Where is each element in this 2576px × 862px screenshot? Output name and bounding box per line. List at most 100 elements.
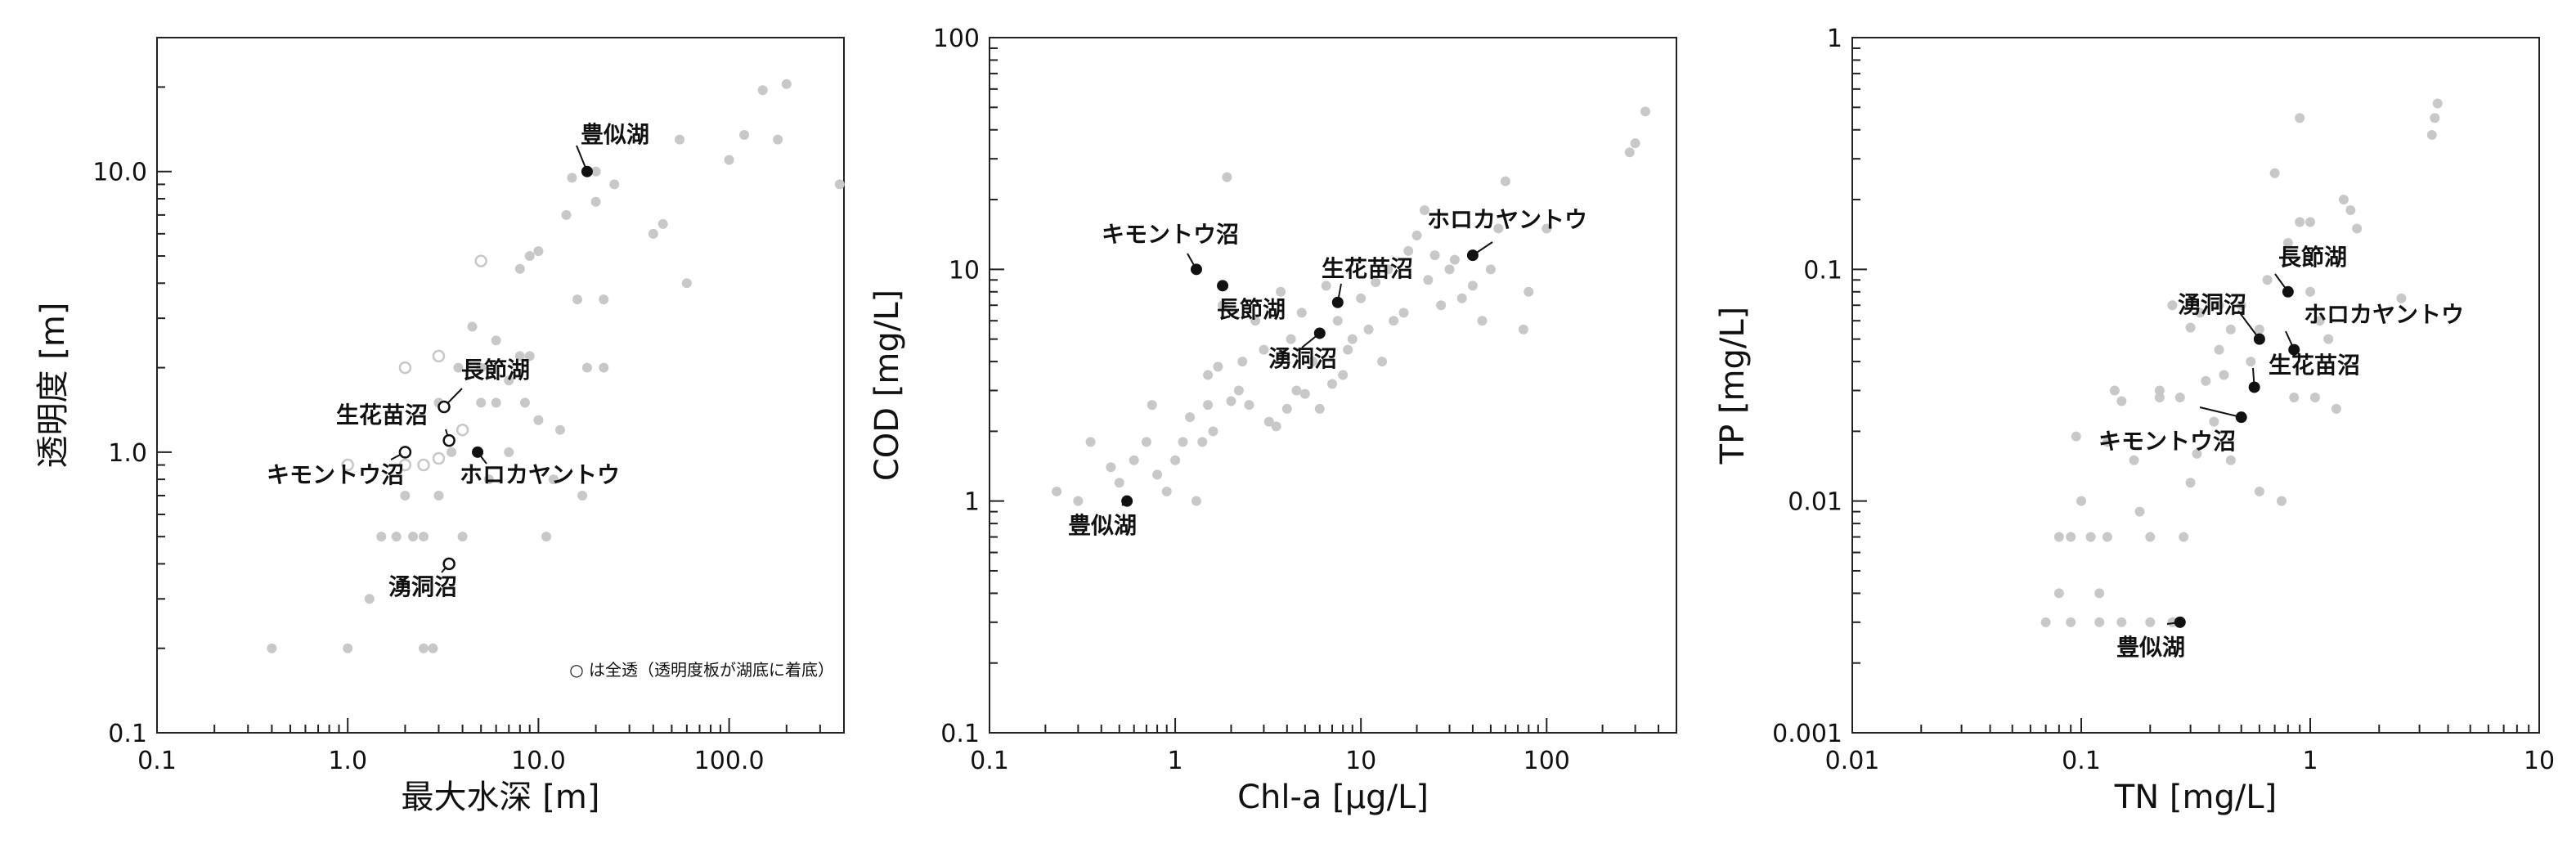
y-axis-label: COD [mg/L] xyxy=(868,290,906,481)
data-point xyxy=(1250,316,1261,326)
data-point xyxy=(391,532,402,542)
data-point xyxy=(1347,334,1358,344)
data-point xyxy=(1467,281,1478,291)
data-point xyxy=(1436,300,1447,311)
data-point xyxy=(1237,357,1248,367)
highlight-point xyxy=(1331,296,1344,308)
data-point xyxy=(467,321,478,332)
data-point xyxy=(453,362,464,373)
data-point xyxy=(2094,617,2105,627)
data-point xyxy=(1259,344,1269,355)
data-point xyxy=(1419,205,1429,216)
data-point xyxy=(1411,230,1422,240)
open-data-point xyxy=(398,361,412,375)
x-tick-label: 10 xyxy=(2524,747,2555,775)
data-point xyxy=(577,491,588,501)
data-point xyxy=(519,397,530,408)
highlight-label: 豊似湖 xyxy=(581,121,649,148)
data-point xyxy=(2116,396,2127,406)
data-point xyxy=(2254,486,2264,496)
data-point xyxy=(447,447,457,457)
data-point xyxy=(2053,532,2064,542)
data-point xyxy=(1389,316,1399,326)
data-point xyxy=(2174,392,2185,402)
highlight-point xyxy=(2288,343,2300,356)
data-point xyxy=(599,362,609,373)
x-tick-label: 0.1 xyxy=(970,747,1009,775)
data-point xyxy=(1314,403,1325,414)
data-point xyxy=(1640,106,1650,117)
data-point xyxy=(1363,324,1374,334)
data-point xyxy=(418,532,429,542)
highlight-point xyxy=(2235,411,2247,424)
data-point xyxy=(2145,532,2156,542)
data-point xyxy=(2246,357,2256,367)
background-points xyxy=(1052,106,1650,506)
data-point xyxy=(2102,437,2112,447)
data-point xyxy=(418,643,429,653)
data-point xyxy=(2254,324,2264,334)
data-point xyxy=(1343,344,1353,355)
data-point xyxy=(514,351,525,361)
highlight-label: 生花苗沼 xyxy=(2269,352,2360,379)
data-point xyxy=(2066,532,2076,542)
data-point xyxy=(2225,324,2236,334)
x-axis: 0.1 1.0 10.0 100.0 xyxy=(137,718,845,775)
y-tick-label: 10.0 xyxy=(92,159,147,187)
data-point xyxy=(599,294,609,305)
data-point xyxy=(1299,388,1310,399)
data-point xyxy=(1129,455,1139,465)
data-point xyxy=(2154,392,2165,402)
data-point xyxy=(2167,300,2178,311)
data-point xyxy=(1485,264,1496,275)
data-point xyxy=(1444,264,1455,275)
data-point xyxy=(1542,223,1552,234)
data-point xyxy=(1371,277,1381,288)
data-point xyxy=(1073,496,1084,506)
data-point xyxy=(2201,375,2211,386)
data-point xyxy=(1377,357,1388,367)
data-point xyxy=(1477,316,1488,326)
data-point xyxy=(590,196,601,207)
data-point xyxy=(476,397,487,408)
data-point xyxy=(400,491,411,501)
data-point xyxy=(1276,286,1286,297)
data-point xyxy=(567,173,577,183)
x-tick-label: 0.01 xyxy=(1825,747,1880,775)
data-point xyxy=(2432,98,2443,109)
highlight-label: 豊似湖 xyxy=(2116,634,2185,661)
data-point xyxy=(657,218,668,229)
y-tick-label: 0.1 xyxy=(1803,256,1842,285)
data-point xyxy=(2040,617,2051,627)
data-point xyxy=(1213,361,1223,372)
highlight-label: 生花苗沼 xyxy=(336,402,428,429)
data-point xyxy=(675,134,685,145)
data-point xyxy=(581,362,592,373)
highlight-label: ホロカヤントウ xyxy=(2304,301,2464,328)
y-axis: 0.1 1 10 100 xyxy=(933,25,1004,748)
data-point xyxy=(483,474,494,485)
data-point xyxy=(2134,506,2145,517)
x-tick-label: 0.1 xyxy=(2062,747,2101,775)
y-tick-label: 1.0 xyxy=(108,439,147,468)
open-data-point xyxy=(474,254,487,267)
highlight-point xyxy=(1217,280,1229,292)
x-tick-label: 0.1 xyxy=(137,747,177,775)
data-point xyxy=(457,532,468,542)
data-point xyxy=(343,643,353,653)
x-tick-label: 100 xyxy=(1524,747,1570,775)
background-points xyxy=(2040,98,2443,627)
data-point xyxy=(504,447,514,457)
data-point xyxy=(491,335,501,346)
data-point xyxy=(2179,532,2189,542)
data-point xyxy=(2195,308,2206,318)
data-point xyxy=(2236,300,2246,311)
data-point xyxy=(1263,416,1274,427)
data-point xyxy=(1161,486,1172,496)
data-point xyxy=(1500,176,1510,186)
data-point xyxy=(1152,469,1163,480)
data-point xyxy=(1356,293,1367,303)
data-point xyxy=(2289,392,2300,402)
